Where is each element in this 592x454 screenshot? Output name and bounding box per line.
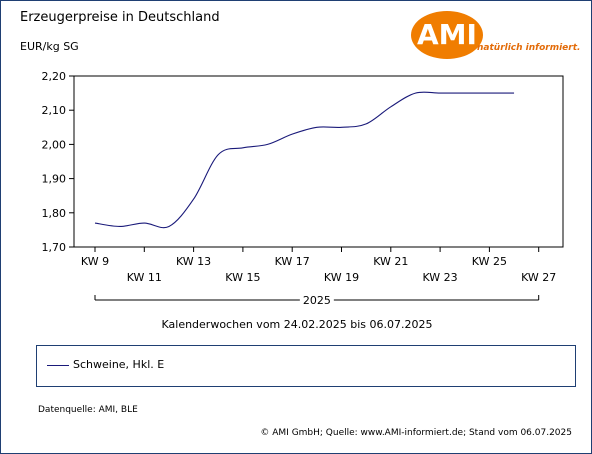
year-label: 2025 [303,294,331,307]
chart-title: Erzeugerpreise in Deutschland [20,10,220,25]
x-tick-label: KW 17 [275,255,310,268]
x-tick-label: KW 9 [81,255,109,268]
logo-ellipse-icon [411,11,483,59]
year-label-bg [299,297,334,303]
legend-swatch-line [47,365,69,366]
unit-label: EUR/kg SG [20,40,79,53]
data-source: Datenquelle: AMI, BLE [38,405,138,415]
y-tick-label: 2,20 [42,70,67,83]
copyright-note: © AMI GmbH; Quelle: www.AMI-informiert.d… [260,428,572,438]
y-tick-label: 1,80 [42,207,67,220]
logo-tagline: natürlich informiert. [477,43,581,53]
y-tick-label: 2,10 [42,104,67,117]
line-chart: 1,70 1,80 1,90 2,00 2,10 2,20 KW 9 KW 11 KW 13 KW… [42,70,564,307]
logo-text: AMI [417,18,477,51]
x-tick-label: KW 13 [176,255,211,268]
x-tick-label: KW 25 [472,255,507,268]
x-axis-title: Kalenderwochen vom 24.02.2025 bis 06.07.… [161,318,433,331]
y-tick-label: 1,90 [42,173,67,186]
plot-area [73,75,564,248]
legend-series-label: Schweine, Hkl. E [73,358,165,371]
y-tick-label: 2,00 [42,138,67,151]
x-tick-label: KW 23 [422,271,457,284]
x-tick-label: KW 19 [324,271,359,284]
series-line [94,91,515,229]
x-tick-label: KW 15 [225,271,260,284]
y-tick-label: 1,70 [42,241,67,254]
x-tick-label: KW 11 [127,271,162,284]
x-tick-label: KW 27 [521,271,556,284]
ami-logo: AMI natürlich informiert. [411,11,580,59]
legend: Schweine, Hkl. E [36,345,576,387]
x-tick-label: KW 21 [373,255,408,268]
